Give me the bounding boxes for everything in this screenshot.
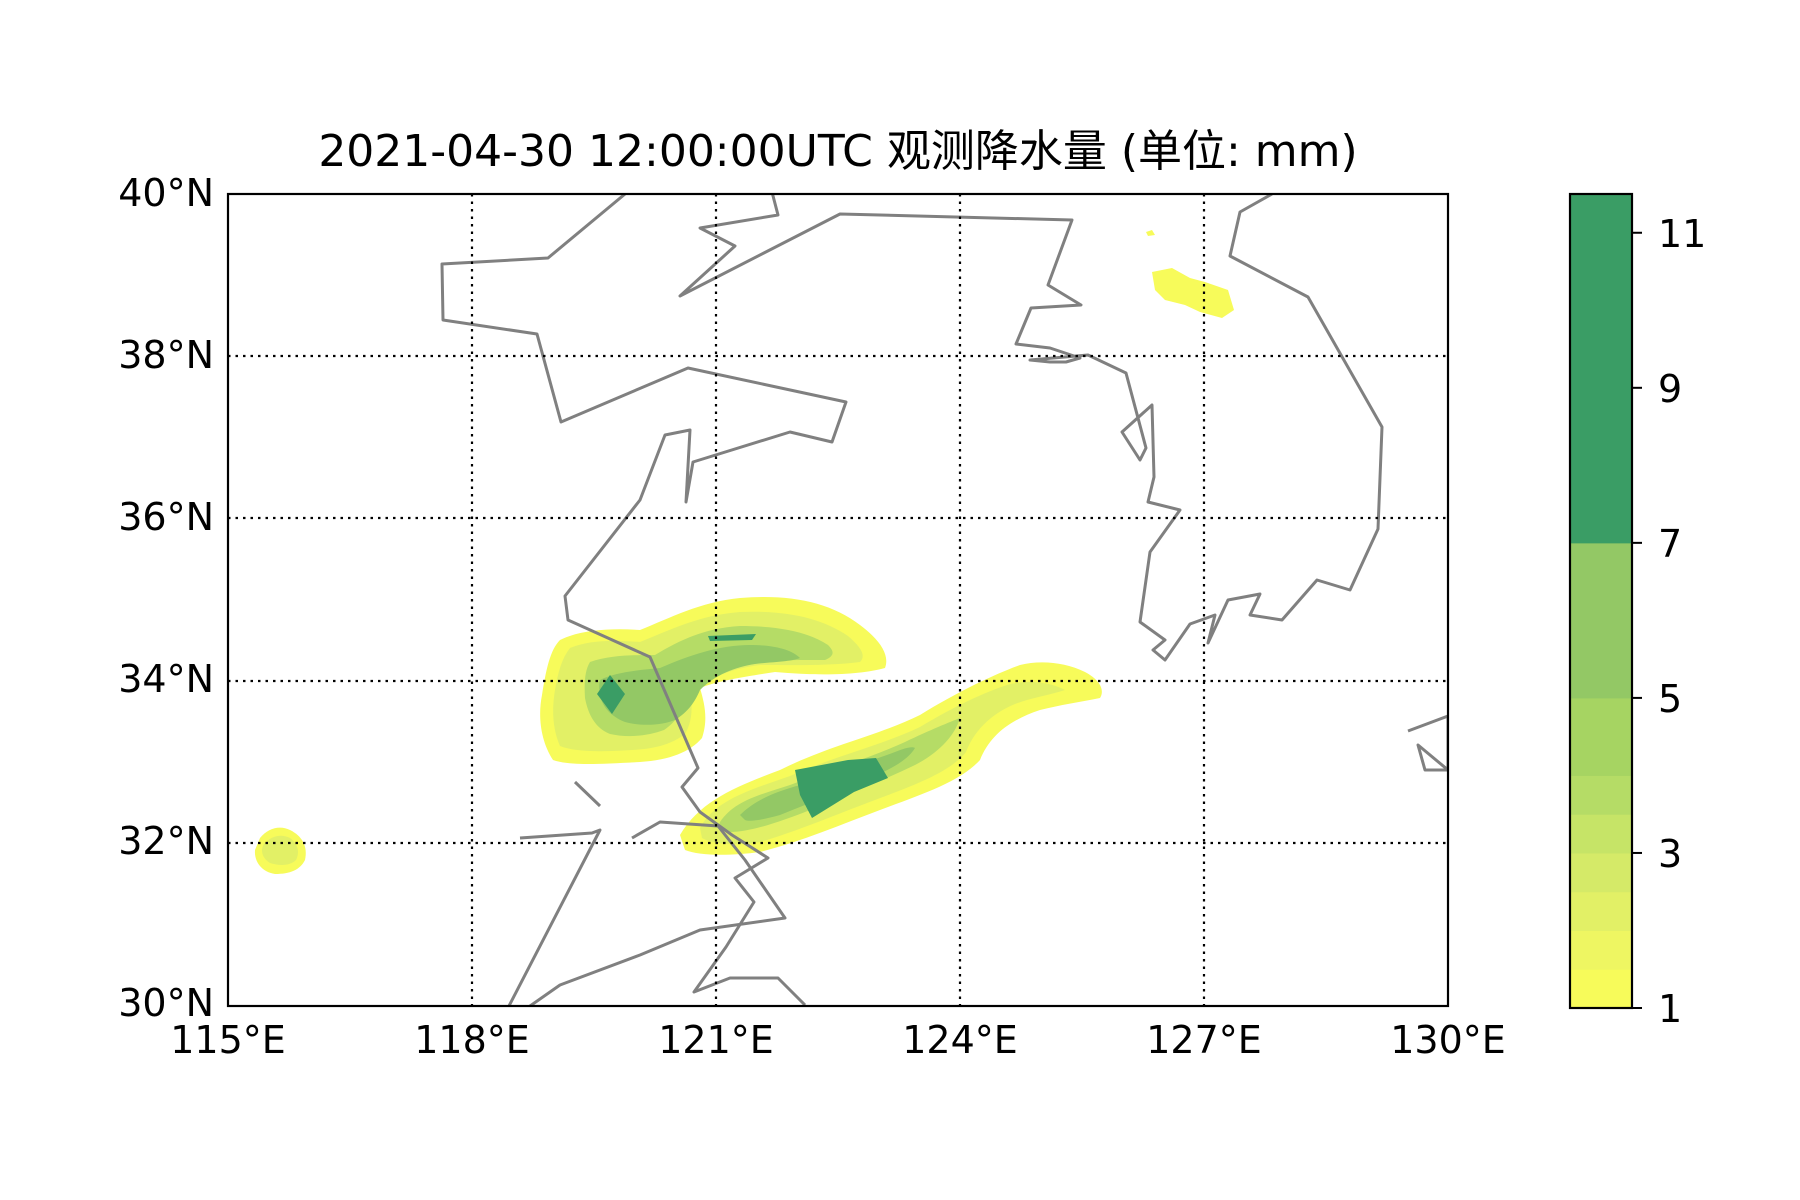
precip-area-east (680, 662, 1102, 855)
colorbar-tick-label-11: 11 (1658, 212, 1707, 256)
map-frame (226, 192, 1450, 1008)
china-coastline-south (527, 820, 787, 1006)
precip-area-north-korea (1146, 230, 1234, 318)
colorbar-segment (1570, 775, 1632, 815)
colorbar-tick-label-7: 7 (1658, 522, 1683, 566)
colorbar-tick-label-5: 5 (1658, 677, 1683, 721)
colorbar-frame (1568, 192, 1634, 1010)
precip-area-central (540, 597, 887, 764)
lon-label-115e: 115°E (170, 1018, 286, 1062)
korea-bay-coast (678, 194, 1384, 662)
lat-label-36n: 36°N (118, 495, 214, 539)
coast-inlet-upper (507, 828, 602, 1006)
coast-fragment-2 (228, 1028, 233, 1030)
coastline-lines (228, 194, 1448, 1030)
colorbar-segment (1570, 891, 1632, 931)
lon-label-124e: 124°E (902, 1018, 1018, 1062)
colorbar-tick-label-9: 9 (1658, 367, 1683, 411)
lat-label-40n: 40°N (118, 171, 214, 215)
map-title: 2021-04-30 12:00:00UTC 观测降水量 (单位: mm) (318, 126, 1358, 177)
china-coastline (440, 194, 848, 1006)
coast-fragment-1 (573, 780, 602, 808)
colorbar (1568, 192, 1642, 1010)
japan-coast-fragment (1407, 714, 1448, 772)
colorbar-segment (1570, 542, 1632, 699)
colorbar-segment (1570, 194, 1632, 544)
colorbar-tick-label-1: 1 (1658, 987, 1683, 1031)
colorbar-segment (1570, 930, 1632, 970)
lat-label-38n: 38°N (118, 333, 214, 377)
gridlines (228, 194, 1448, 1006)
precip-area-west (254, 827, 306, 874)
lat-label-34n: 34°N (118, 657, 214, 701)
colorbar-segment (1570, 969, 1632, 1009)
lon-label-121e: 121°E (658, 1018, 774, 1062)
lat-label-30n: 30°N (118, 981, 214, 1025)
lat-label-32n: 32°N (118, 819, 214, 863)
colorbar-tick-label-3: 3 (1658, 832, 1683, 876)
colorbar-segment (1570, 697, 1632, 776)
colorbar-segment (1570, 814, 1632, 854)
colorbar-segment (1570, 852, 1632, 893)
lon-label-127e: 127°E (1146, 1018, 1262, 1062)
lon-label-130e: 130°E (1390, 1018, 1506, 1062)
lon-label-118e: 118°E (414, 1018, 530, 1062)
